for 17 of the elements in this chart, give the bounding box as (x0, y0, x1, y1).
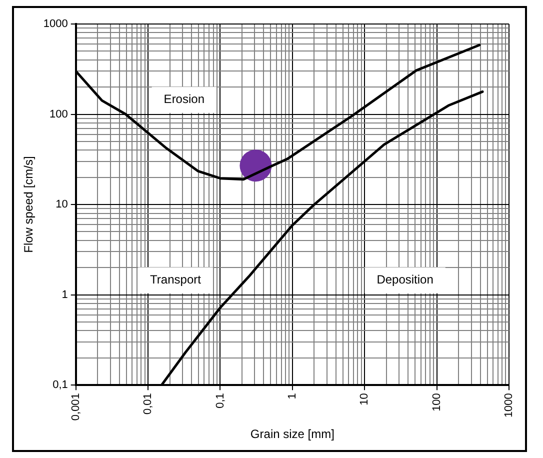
annotation: Transport (150, 272, 202, 287)
x-tick-label: 1000 (503, 393, 516, 418)
y-tick-label: 1 (62, 288, 68, 301)
annotation: Erosion (164, 92, 204, 106)
y-tick-label: 0,1 (52, 379, 68, 392)
x-tick-label: 0,1 (214, 393, 226, 408)
y-tick-label: 1000 (43, 18, 68, 30)
x-tick-label: 0,001 (70, 393, 82, 421)
x-tick-label: 10 (358, 393, 371, 406)
x-axis-title: Grain size [mm] (250, 427, 334, 442)
y-axis-title: Flow speed [cm/s] (22, 156, 36, 253)
annotation: Deposition (376, 272, 434, 287)
y-tick-label: 100 (50, 108, 68, 120)
x-tick-label: 100 (430, 393, 443, 412)
x-tick-label: 0,01 (142, 393, 154, 414)
y-tick-label: 10 (56, 198, 68, 211)
x-tick-label: 1 (286, 393, 298, 400)
